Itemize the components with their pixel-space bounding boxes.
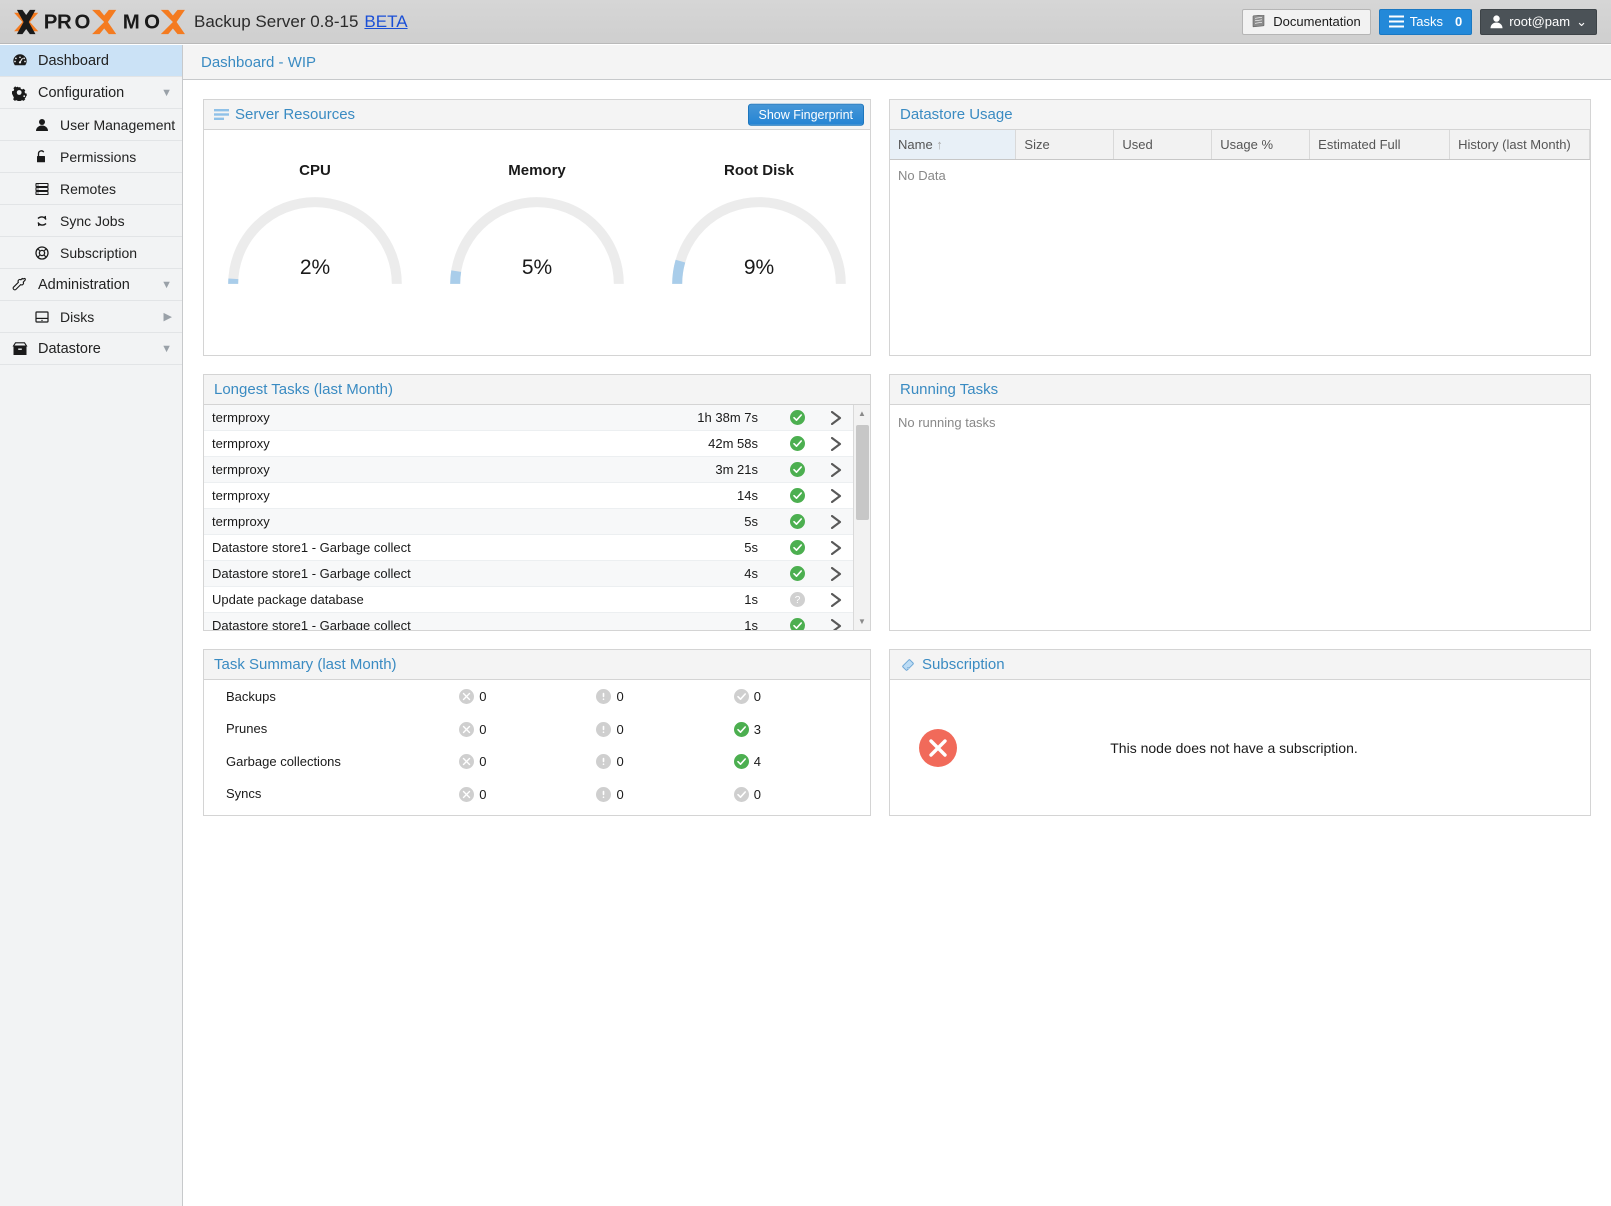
svg-text:?: ? (795, 595, 801, 606)
svg-text:O: O (144, 11, 160, 33)
svg-text:PR: PR (44, 11, 72, 33)
svg-text:M: M (123, 11, 140, 33)
svg-text:O: O (74, 11, 90, 33)
